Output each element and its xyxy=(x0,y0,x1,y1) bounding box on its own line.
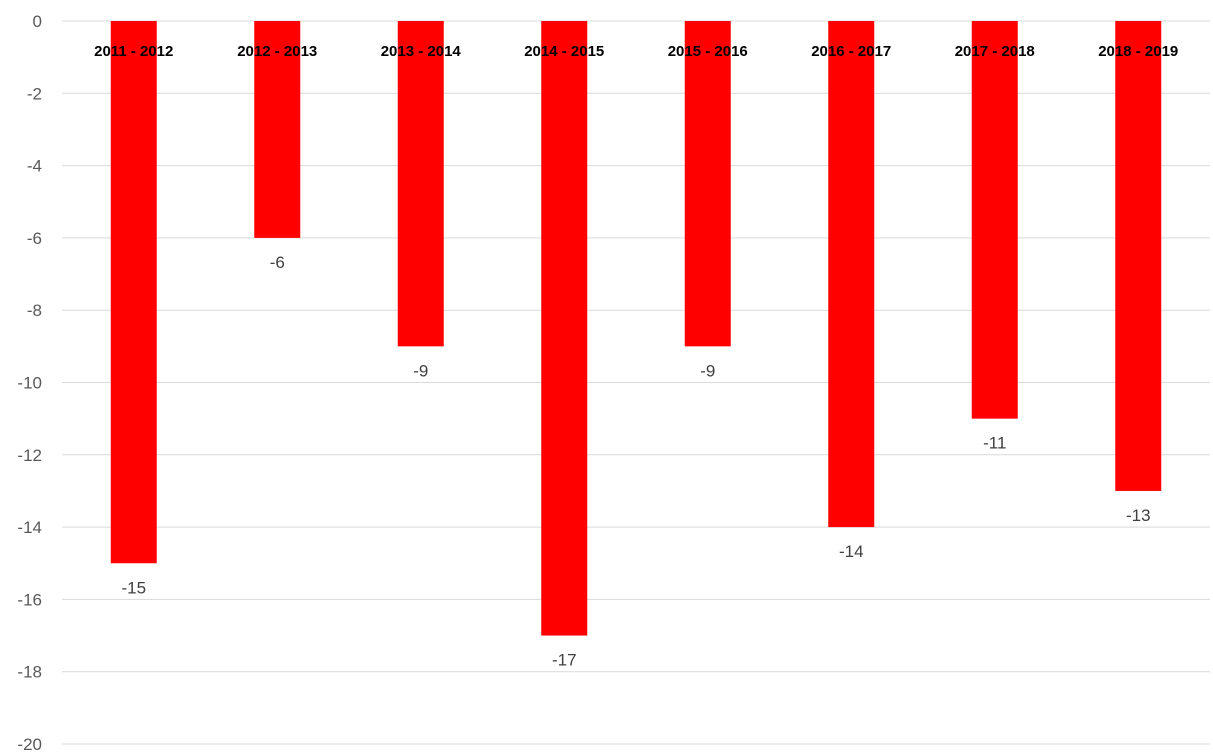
data-label: -9 xyxy=(700,361,715,380)
data-label: -6 xyxy=(270,253,285,272)
y-tick-label: -2 xyxy=(27,84,42,103)
y-tick-label: -20 xyxy=(17,735,42,753)
data-labels: -15 -6 -9 -17 -9 -14 -11 -13 xyxy=(121,253,1150,670)
data-label: -9 xyxy=(413,361,428,380)
y-axis-tick-labels: 0 -2 -4 -6 -8 -10 -12 -14 -16 -18 -20 xyxy=(17,12,42,753)
y-tick-label: 0 xyxy=(33,12,42,31)
category-label: 2014 - 2015 xyxy=(524,43,604,60)
data-label: -15 xyxy=(121,578,146,597)
y-tick-label: -14 xyxy=(17,518,42,537)
category-label: 2015 - 2016 xyxy=(668,43,748,60)
y-tick-label: -8 xyxy=(27,301,42,320)
y-tick-label: -18 xyxy=(17,663,42,682)
y-tick-label: -12 xyxy=(17,446,42,465)
y-tick-label: -10 xyxy=(17,374,42,393)
bar xyxy=(828,21,875,528)
y-tick-label: -6 xyxy=(27,229,42,248)
category-label: 2016 - 2017 xyxy=(811,43,891,60)
bar xyxy=(110,21,157,564)
bar xyxy=(971,21,1018,419)
data-label: -14 xyxy=(839,542,864,561)
data-label: -13 xyxy=(1126,506,1151,525)
category-label: 2012 - 2013 xyxy=(237,43,317,60)
category-label: 2013 - 2014 xyxy=(381,43,462,60)
category-labels: 2011 - 2012 2012 - 2013 2013 - 2014 2014 - … xyxy=(94,43,1178,60)
bar xyxy=(1115,21,1162,491)
category-label: 2018 - 2019 xyxy=(1098,43,1178,60)
category-label: 2017 - 2018 xyxy=(955,43,1035,60)
y-tick-label: -16 xyxy=(17,590,42,609)
y-tick-label: -4 xyxy=(27,157,42,176)
bar xyxy=(541,21,588,636)
bar xyxy=(397,21,444,347)
gridlines xyxy=(62,20,1210,745)
bars xyxy=(110,21,1162,636)
bar xyxy=(254,21,301,238)
data-label: -11 xyxy=(983,434,1006,453)
category-label: 2011 - 2012 xyxy=(94,43,173,60)
bar xyxy=(684,21,731,347)
data-label: -17 xyxy=(552,651,577,670)
